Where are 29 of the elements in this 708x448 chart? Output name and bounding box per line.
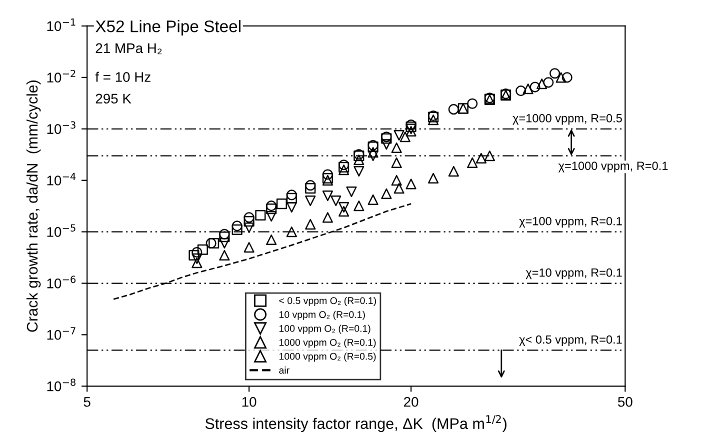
- x-tick-label: 5: [84, 397, 90, 407]
- legend-label: 100 vppm O₂ (R=0.1): [280, 324, 370, 334]
- annotation: χ=1000 vppm, R=0.5: [512, 114, 622, 125]
- x-tick-label: 10: [242, 396, 256, 407]
- y-tick-label: 10$^{−6}$: [47, 276, 76, 288]
- y-tick-label: 10$^{−2}$: [47, 70, 76, 83]
- annotation: 21 MPa H₂: [96, 43, 162, 54]
- annotation: χ=100 vppm, R=0.1: [519, 216, 622, 228]
- annotation: χ< 0.5 vppm, R=0.1: [519, 335, 622, 346]
- y-tick-label: 10$^{−8}$: [47, 378, 76, 392]
- y-tick-label: 10$^{−3}$: [47, 121, 76, 134]
- annotation: 295 K: [96, 94, 132, 104]
- annotation: χ=1000 vppm, R=0.1: [558, 162, 668, 172]
- y-tick-label: 10$^{−7}$: [47, 327, 76, 340]
- y-tick-label: 10$^{−5}$: [47, 224, 76, 237]
- annotation: f = 10 Hz: [95, 72, 150, 82]
- legend-label: < 0.5 vppm O₂ (R=0.1): [279, 296, 376, 306]
- y-axis-title: Crack growth rate, da/dN (mm/cycle): [26, 80, 41, 332]
- legend-label: 1000 vppm O₂ (R=0.5): [280, 352, 376, 362]
- x-tick-label: 20: [404, 396, 418, 407]
- legend-label: 10 vppm O₂ (R=0.1): [280, 310, 365, 320]
- y-tick-label: 10$^{−1}$: [47, 18, 76, 32]
- x-axis-title: Stress intensity factor range, ΔK (MPa m$^{1/2}$): [205, 415, 506, 432]
- legend-label: 1000 vppm O₂ (R=0.1): [280, 338, 376, 348]
- annotation: X52 Line Pipe Steel: [96, 20, 240, 36]
- annotation: χ=10 vppm, R=0.1: [526, 268, 622, 280]
- x-tick-label: 50: [618, 396, 632, 407]
- y-tick-label: 10$^{−4}$: [47, 172, 76, 186]
- legend-label: air: [279, 366, 290, 374]
